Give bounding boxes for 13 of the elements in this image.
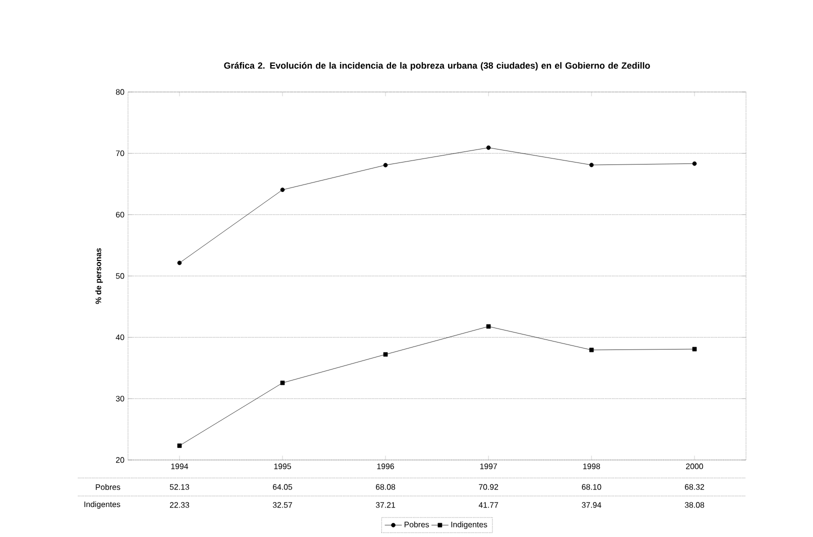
point xyxy=(383,162,388,168)
chart-title: Gráfica 2. Evolución de la incidencia de la pobreza urbana (38 ciudades) en el Gobierno de Zedillo xyxy=(224,62,650,70)
point xyxy=(177,444,182,448)
point xyxy=(589,348,594,352)
point xyxy=(486,145,491,150)
point xyxy=(589,162,594,168)
point xyxy=(383,352,388,357)
point xyxy=(280,188,285,192)
point xyxy=(692,161,697,166)
point xyxy=(177,260,182,266)
point xyxy=(486,324,491,329)
point xyxy=(280,380,285,386)
point xyxy=(692,346,697,352)
